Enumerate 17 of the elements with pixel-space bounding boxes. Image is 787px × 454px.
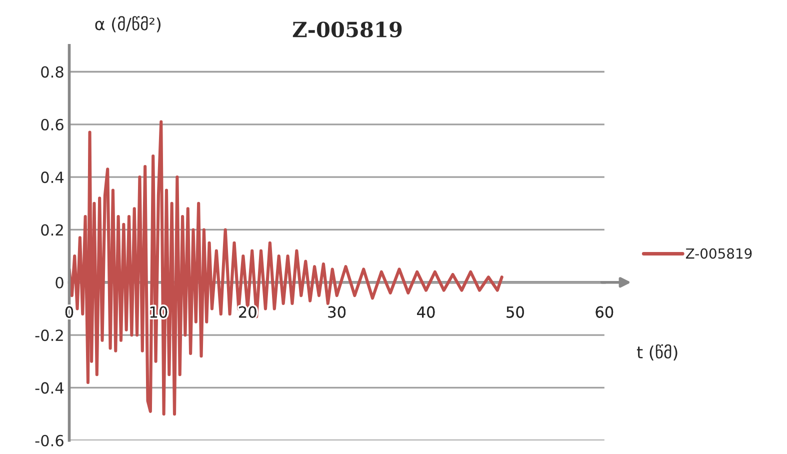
x-tick-label: 30 (328, 306, 346, 318)
y-tick-label: -0.6 (35, 434, 64, 446)
y-tick-label: 0.4 (41, 172, 64, 184)
x-tick-label: 40 (417, 306, 435, 318)
y-axis-title: α (მ/წმ²) (95, 16, 161, 32)
y-tick-label: -0.4 (35, 382, 64, 394)
y-tick-label: 0.2 (41, 224, 63, 236)
x-tick-label: 60 (596, 306, 614, 318)
chart-title: Z-005819 (292, 22, 402, 38)
x-tick-label: 0 (65, 306, 74, 318)
y-tick-label: 0.6 (41, 118, 64, 130)
x-tick-label: 50 (506, 306, 524, 318)
y-tick-label: -0.2 (35, 330, 63, 342)
legend-label: Z-005819 (686, 248, 752, 259)
y-tick-label: 0.8 (41, 66, 64, 78)
y-tick-label: 0 (56, 276, 64, 288)
x-axis-title: t (წმ) (636, 344, 678, 360)
